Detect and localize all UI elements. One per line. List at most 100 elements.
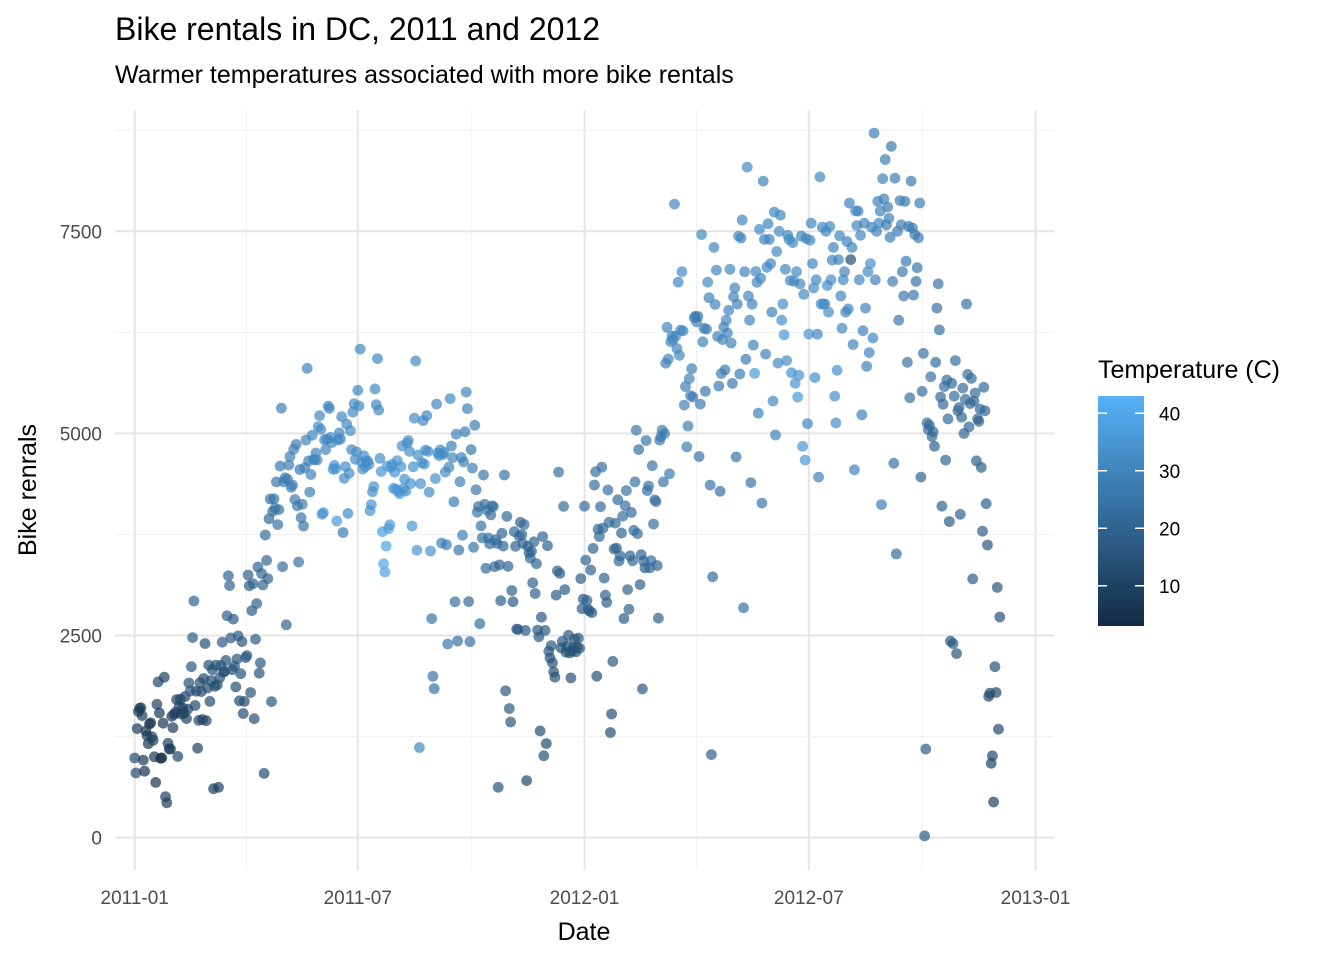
- data-point: [699, 385, 711, 397]
- data-point: [266, 696, 277, 707]
- data-point: [994, 611, 1006, 623]
- data-point: [565, 672, 577, 684]
- data-point: [770, 429, 781, 441]
- data-point: [137, 754, 149, 766]
- data-point: [918, 348, 929, 359]
- data-point: [630, 424, 642, 436]
- data-point: [487, 501, 499, 512]
- data-point: [756, 497, 768, 509]
- data-point: [973, 415, 985, 427]
- data-point: [825, 274, 837, 286]
- data-point: [807, 258, 818, 269]
- data-point: [890, 548, 902, 560]
- data-point: [828, 242, 839, 253]
- data-point: [651, 560, 663, 571]
- data-point: [468, 541, 479, 553]
- chart-subtitle: Warmer temperatures associated with more…: [115, 61, 734, 89]
- y-tick-label: 7500: [60, 222, 102, 243]
- data-point: [502, 560, 514, 572]
- data-point: [865, 258, 876, 269]
- data-point: [953, 402, 965, 413]
- data-point: [428, 683, 440, 695]
- data-point: [805, 217, 817, 229]
- data-point: [154, 707, 165, 719]
- data-point: [791, 266, 802, 278]
- data-point: [598, 572, 610, 584]
- data-point: [889, 172, 901, 184]
- data-point: [714, 485, 726, 497]
- data-point: [293, 556, 304, 568]
- data-point: [572, 632, 584, 644]
- data-point: [242, 569, 254, 581]
- data-point: [147, 734, 159, 746]
- data-point: [189, 700, 201, 711]
- data-point: [379, 566, 391, 578]
- data-point: [273, 504, 285, 515]
- data-point: [167, 722, 179, 734]
- data-point: [719, 364, 731, 376]
- data-point: [882, 201, 893, 213]
- data-point: [878, 193, 890, 205]
- data-point: [734, 368, 746, 380]
- data-point: [669, 198, 680, 210]
- data-point: [803, 328, 815, 340]
- data-point: [931, 302, 943, 314]
- data-point: [395, 461, 407, 472]
- data-point: [991, 582, 1003, 593]
- data-point: [602, 484, 614, 496]
- data-point: [990, 687, 1002, 698]
- data-point: [156, 752, 168, 764]
- data-point: [596, 461, 608, 473]
- data-point: [129, 752, 141, 764]
- data-point: [499, 469, 510, 481]
- data-point: [856, 409, 868, 421]
- data-point: [410, 355, 422, 367]
- data-point: [766, 306, 778, 318]
- data-point: [241, 650, 253, 661]
- data-point: [773, 225, 785, 237]
- data-point: [823, 306, 834, 318]
- data-point: [331, 515, 343, 527]
- legend-ticks: 10 20 30 40: [1098, 404, 1180, 598]
- data-point: [601, 597, 613, 608]
- data-point: [704, 479, 716, 491]
- data-point: [925, 371, 937, 383]
- data-point: [900, 255, 912, 267]
- data-point: [927, 426, 939, 438]
- data-point: [298, 520, 309, 532]
- data-point: [237, 708, 249, 719]
- data-point: [251, 598, 263, 609]
- data-point: [290, 439, 302, 450]
- y-tick-label: 2500: [60, 627, 102, 648]
- data-point: [839, 266, 850, 278]
- data-point: [617, 510, 629, 522]
- data-point: [629, 476, 641, 488]
- data-point: [536, 611, 547, 623]
- data-point: [276, 402, 287, 414]
- data-point: [261, 555, 272, 566]
- data-point: [431, 398, 442, 410]
- data-point: [763, 234, 775, 245]
- data-point: [916, 386, 928, 397]
- data-point: [500, 685, 511, 697]
- data-point: [898, 290, 910, 302]
- data-point: [345, 425, 356, 437]
- data-point: [612, 494, 624, 506]
- data-point: [405, 478, 417, 489]
- x-tick-label: 2013-01: [1001, 888, 1071, 909]
- data-point: [542, 540, 553, 552]
- data-point: [804, 234, 816, 246]
- data-point: [430, 473, 441, 484]
- data-point: [930, 356, 942, 368]
- data-point: [549, 671, 561, 683]
- data-point: [587, 543, 599, 554]
- data-point: [475, 520, 487, 532]
- data-point: [846, 242, 858, 253]
- data-point: [787, 237, 799, 249]
- x-axis-title: Date: [558, 918, 611, 946]
- data-point: [982, 539, 993, 551]
- y-axis-ticks: 0 2500 5000 7500: [60, 222, 102, 849]
- data-point: [130, 767, 142, 779]
- data-point: [852, 205, 864, 217]
- data-point: [757, 175, 769, 187]
